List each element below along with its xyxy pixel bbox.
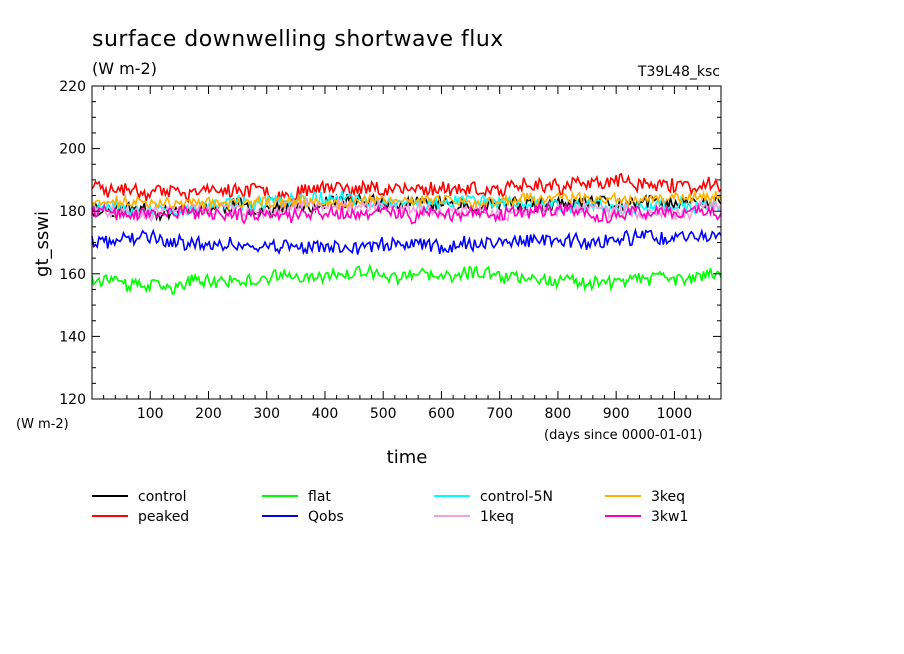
legend-label-peaked: peaked — [138, 509, 189, 525]
legend-label-1keq: 1keq — [480, 509, 514, 525]
legend-label-flat: flat — [308, 489, 331, 505]
plot-lines — [91, 172, 722, 295]
series-line-3keq — [91, 189, 722, 212]
x-tick-label: 700 — [486, 406, 513, 422]
y-tick-label: 160 — [59, 267, 86, 283]
x-tick-label: 200 — [195, 406, 222, 422]
x-tick-label: 300 — [253, 406, 280, 422]
x-tick-label: 500 — [370, 406, 397, 422]
experiment-label: T39L48_ksc — [637, 64, 720, 80]
legend-label-control: control — [138, 489, 187, 505]
chart-subtitle: (W m-2) — [92, 59, 157, 78]
y-tick-label: 200 — [59, 142, 86, 158]
series-line-peaked — [91, 172, 722, 204]
x-tick-label: 900 — [603, 406, 630, 422]
y-tick-label: 220 — [59, 79, 86, 95]
y-axis-label: gt_sswi — [32, 211, 53, 277]
legend-label-control-5n: control-5N — [480, 489, 553, 505]
x-tick-label: 600 — [428, 406, 455, 422]
x-tick-label: 1000 — [657, 406, 693, 422]
chart-title: surface downwelling shortwave flux — [92, 27, 504, 52]
axis-ticks — [91, 85, 722, 400]
x-tick-label: 400 — [312, 406, 339, 422]
legend-label-qobs: Qobs — [308, 509, 344, 525]
legend-label-3keq: 3keq — [651, 489, 685, 505]
y-tick-label: 120 — [59, 392, 86, 408]
x-tick-label: 800 — [545, 406, 572, 422]
y-axis-unit: (W m-2) — [16, 417, 69, 432]
x-axis-label: time — [387, 447, 428, 468]
x-axis-unit: (days since 0000-01-01) — [544, 428, 702, 443]
y-tick-label: 140 — [59, 329, 86, 345]
tick-labels: 120 140 160 180 200 220 100 200 300 400 500 600 700 8… — [59, 79, 692, 422]
series-line-flat — [91, 263, 722, 295]
y-tick-label: 180 — [59, 204, 86, 220]
series-line-3kw1 — [91, 201, 722, 225]
x-tick-label: 100 — [137, 406, 164, 422]
series-line-qobs — [91, 227, 722, 256]
legend-label-3kw1: 3kw1 — [651, 509, 688, 525]
legend: control peaked flat Qobs control-5N 1keq 3keq 3… — [92, 489, 688, 525]
